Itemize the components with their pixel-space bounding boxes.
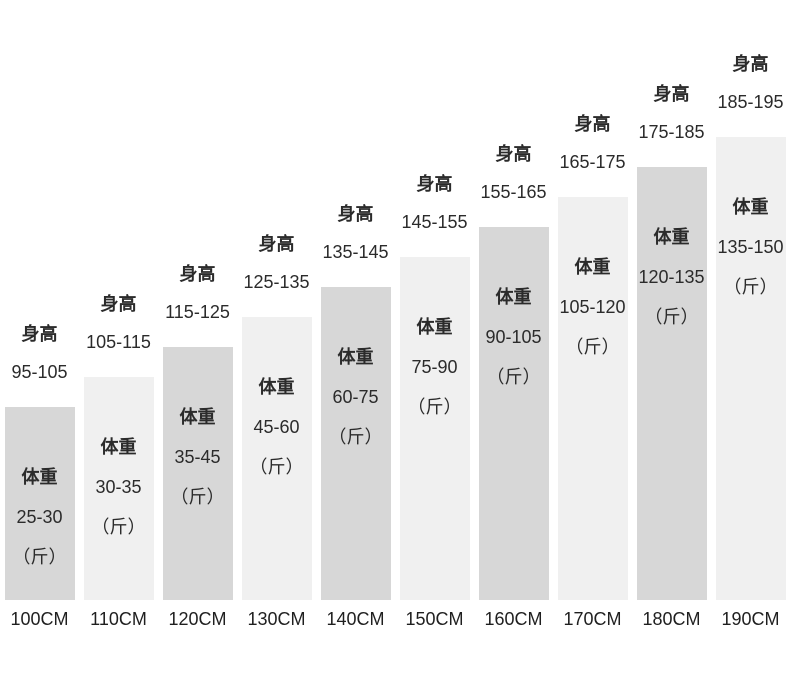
bar: 体重 105-120 （斤） <box>557 197 628 600</box>
cm-label: 180CM <box>642 608 701 629</box>
size-column: 身高 155-165 体重 90-105 （斤） 160CM <box>474 135 553 638</box>
weight-unit: （斤） <box>565 337 620 357</box>
height-label: 身高 105-115 <box>86 285 151 361</box>
weight-range: 35-45 <box>174 447 221 467</box>
size-column: 身高 95-105 体重 25-30 （斤） 100CM <box>0 315 79 638</box>
height-label: 身高 115-125 <box>165 255 230 331</box>
height-label-title: 身高 <box>337 204 374 224</box>
height-label-title: 身高 <box>732 54 769 74</box>
weight-unit: （斤） <box>12 547 67 567</box>
weight-label-title: 体重 <box>179 407 216 427</box>
bar: 体重 60-75 （斤） <box>320 287 391 600</box>
chart-columns: 身高 95-105 体重 25-30 （斤） 100CM 身高 105-115 … <box>0 45 790 638</box>
height-label: 身高 175-185 <box>638 75 704 151</box>
weight-label-title: 体重 <box>495 287 532 307</box>
height-range: 95-105 <box>11 362 68 382</box>
height-range: 185-195 <box>717 92 784 112</box>
height-label: 身高 185-195 <box>717 45 783 121</box>
cm-label: 110CM <box>90 608 147 629</box>
height-label: 身高 135-145 <box>322 195 388 271</box>
weight-unit: （斤） <box>486 367 541 387</box>
height-label-title: 身高 <box>179 264 216 284</box>
height-range: 155-165 <box>480 182 547 202</box>
height-label-title: 身高 <box>574 114 611 134</box>
weight-label-title: 体重 <box>416 317 453 337</box>
weight-label-title: 体重 <box>258 377 295 397</box>
height-label-title: 身高 <box>21 324 58 344</box>
height-label-title: 身高 <box>100 294 137 314</box>
weight-range: 60-75 <box>332 387 379 407</box>
size-column: 身高 105-115 体重 30-35 （斤） 110CM <box>79 285 158 638</box>
bar: 体重 35-45 （斤） <box>162 347 233 600</box>
bar: 体重 135-150 （斤） <box>715 137 786 600</box>
weight-range: 135-150 <box>717 237 784 257</box>
weight-range: 30-35 <box>95 477 142 497</box>
height-label: 身高 145-155 <box>401 165 467 241</box>
weight-unit: （斤） <box>328 427 383 447</box>
weight-unit: （斤） <box>407 397 462 417</box>
height-range: 115-125 <box>165 302 230 322</box>
weight-unit: （斤） <box>723 277 778 297</box>
weight-label-title: 体重 <box>100 437 137 457</box>
bar: 体重 120-135 （斤） <box>636 167 707 600</box>
weight-range: 120-135 <box>638 267 705 287</box>
cm-label: 170CM <box>563 608 622 629</box>
weight-range: 45-60 <box>253 417 300 437</box>
bar: 体重 25-30 （斤） <box>4 407 75 600</box>
weight-unit: （斤） <box>91 517 146 537</box>
height-range: 105-115 <box>86 332 151 352</box>
bar: 体重 45-60 （斤） <box>241 317 312 600</box>
cm-label: 120CM <box>168 608 227 629</box>
weight-label-title: 体重 <box>574 257 611 277</box>
size-column: 身高 125-135 体重 45-60 （斤） 130CM <box>237 225 316 638</box>
weight-range: 105-120 <box>559 297 626 317</box>
weight-label-title: 体重 <box>21 467 58 487</box>
bar: 体重 90-105 （斤） <box>478 227 549 600</box>
weight-range: 90-105 <box>485 327 542 347</box>
bar: 体重 75-90 （斤） <box>399 257 470 600</box>
cm-label: 190CM <box>721 608 780 629</box>
weight-label-title: 体重 <box>732 197 769 217</box>
size-column: 身高 185-195 体重 135-150 （斤） 190CM <box>711 45 790 638</box>
size-column: 身高 115-125 体重 35-45 （斤） 120CM <box>158 255 237 638</box>
height-range: 175-185 <box>638 122 705 142</box>
height-label: 身高 95-105 <box>11 315 67 391</box>
weight-unit: （斤） <box>249 457 304 477</box>
size-column: 身高 145-155 体重 75-90 （斤） 150CM <box>395 165 474 638</box>
height-label: 身高 155-165 <box>480 135 546 211</box>
height-range: 165-175 <box>559 152 626 172</box>
height-label-title: 身高 <box>416 174 453 194</box>
weight-label-title: 体重 <box>337 347 374 367</box>
bar: 体重 30-35 （斤） <box>83 377 154 600</box>
height-label-title: 身高 <box>653 84 690 104</box>
height-range: 145-155 <box>401 212 468 232</box>
weight-range: 25-30 <box>16 507 63 527</box>
height-label: 身高 125-135 <box>243 225 309 301</box>
cm-label: 130CM <box>247 608 306 629</box>
cm-label: 100CM <box>10 608 69 629</box>
height-label-title: 身高 <box>258 234 295 254</box>
height-label: 身高 165-175 <box>559 105 625 181</box>
size-column: 身高 135-145 体重 60-75 （斤） 140CM <box>316 195 395 638</box>
weight-label-title: 体重 <box>653 227 690 247</box>
cm-label: 160CM <box>484 608 543 629</box>
weight-unit: （斤） <box>644 307 699 327</box>
size-column: 身高 165-175 体重 105-120 （斤） 170CM <box>553 105 632 638</box>
weight-unit: （斤） <box>170 487 225 507</box>
cm-label: 150CM <box>405 608 464 629</box>
cm-label: 140CM <box>326 608 385 629</box>
size-column: 身高 175-185 体重 120-135 （斤） 180CM <box>632 75 711 638</box>
height-range: 125-135 <box>243 272 310 292</box>
height-label-title: 身高 <box>495 144 532 164</box>
weight-range: 75-90 <box>411 357 458 377</box>
height-range: 135-145 <box>322 242 389 262</box>
